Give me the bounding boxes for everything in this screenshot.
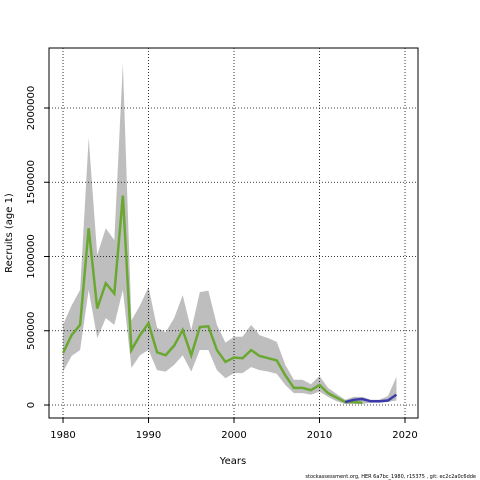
series-line <box>344 393 398 404</box>
y-tick-label: 0 <box>26 402 37 408</box>
plot-frame <box>48 47 419 419</box>
x-axis-label: Years <box>219 456 246 467</box>
y-tick-label: 500000 <box>26 312 37 350</box>
series-line <box>61 195 363 405</box>
y-tick-label: 1000000 <box>26 234 37 279</box>
confidence-band <box>63 63 397 404</box>
y-axis-label: Recruits (age 1) <box>4 193 15 273</box>
x-tick-label: 1980 <box>50 430 75 441</box>
y-tick-label: 1500000 <box>26 160 37 205</box>
x-tick-label: 2020 <box>392 430 417 441</box>
x-tick-label: 2010 <box>307 430 332 441</box>
x-tick-label: 1990 <box>136 430 161 441</box>
footnote: stockassessment.org, HER 6a7bc_1980, r15… <box>305 474 476 480</box>
x-tick-label: 2000 <box>221 430 246 441</box>
y-tick-label: 2000000 <box>26 86 37 131</box>
